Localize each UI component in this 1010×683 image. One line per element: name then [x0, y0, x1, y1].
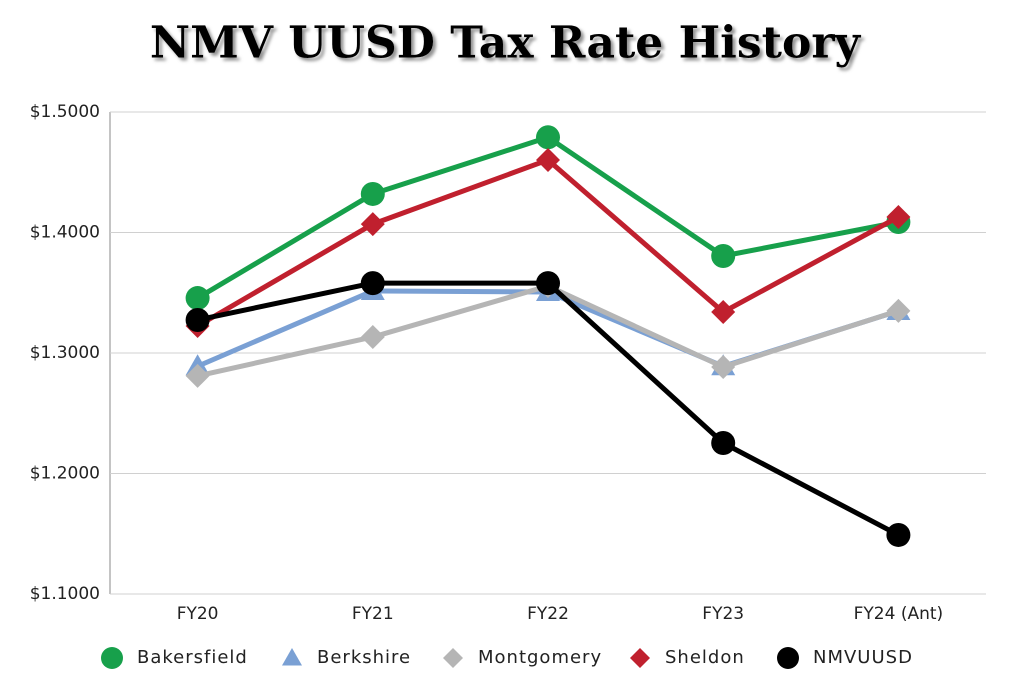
marker [711, 431, 736, 456]
x-tick-label: FY24 (Ant) [854, 604, 944, 624]
x-tick-label: FY22 [527, 604, 569, 624]
marker [185, 307, 210, 332]
x-tick-label: FY21 [352, 604, 394, 624]
marker [185, 286, 210, 311]
y-tick-label: $1.5000 [30, 102, 100, 122]
chart-title: NMV UUSD Tax Rate History [150, 18, 862, 69]
marker [630, 648, 650, 668]
y-tick-label: $1.1000 [30, 584, 100, 604]
y-tick-label: $1.3000 [30, 343, 100, 363]
marker [711, 354, 736, 379]
marker [101, 647, 123, 669]
x-tick-label: FY23 [702, 604, 744, 624]
marker [185, 363, 210, 388]
marker [711, 243, 736, 268]
marker [777, 647, 799, 669]
marker [360, 181, 385, 206]
marker [536, 271, 560, 296]
marker [536, 125, 560, 150]
marker [360, 212, 385, 237]
legend-label: Montgomery [478, 647, 602, 668]
legend-label: Sheldon [665, 647, 745, 668]
legend-label: NMVUUSD [813, 647, 913, 668]
legend-label: Bakersfield [137, 647, 248, 668]
marker [886, 204, 911, 229]
marker [360, 271, 385, 296]
marker [711, 300, 736, 325]
marker [282, 648, 302, 666]
y-tick-label: $1.2000 [30, 464, 100, 484]
marker [886, 298, 911, 323]
y-tick-label: $1.4000 [30, 223, 100, 243]
legend-label: Berkshire [317, 647, 411, 668]
marker [886, 522, 911, 547]
marker [443, 648, 463, 668]
x-tick-label: FY20 [177, 604, 219, 624]
marker [360, 324, 385, 349]
marker [536, 147, 560, 172]
